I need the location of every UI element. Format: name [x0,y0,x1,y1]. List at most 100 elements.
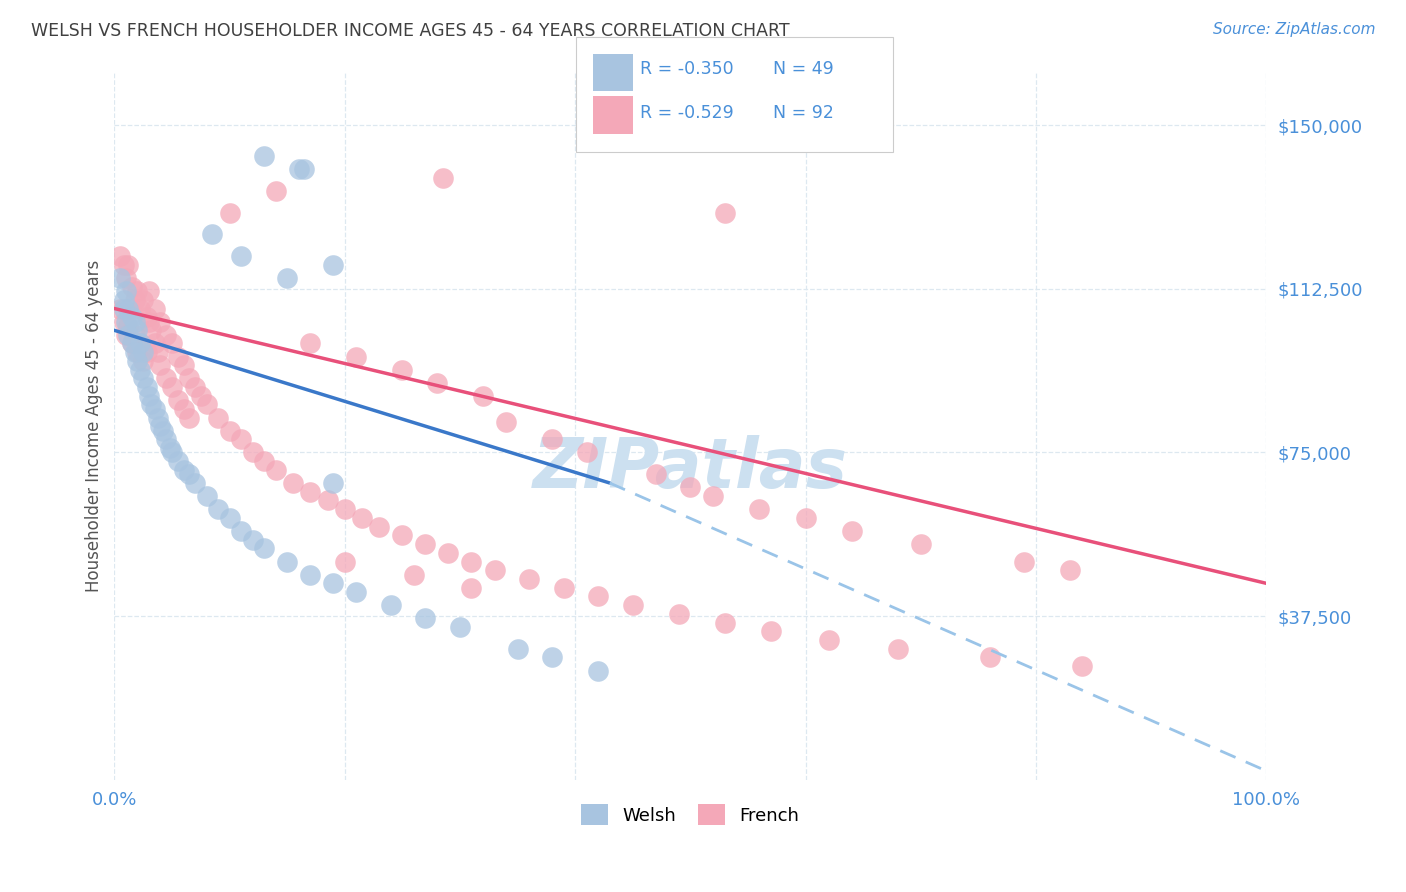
Point [460,555,482,569]
Point [115,315,138,329]
Point [128,362,150,376]
Point [484,563,506,577]
Point [135,345,157,359]
Point [127,323,149,337]
Point [287,161,309,176]
Point [138,389,160,403]
Point [391,528,413,542]
Legend: Welsh, French: Welsh, French [572,796,808,834]
Point [586,664,609,678]
Point [108,249,131,263]
Point [117,301,139,316]
Point [207,502,229,516]
Point [344,585,367,599]
Point [121,336,143,351]
Text: N = 92: N = 92 [773,104,834,122]
Point [166,350,188,364]
Point [132,293,155,307]
Point [141,323,163,337]
Point [495,415,517,429]
Point [117,327,139,342]
Point [333,502,356,516]
Point [449,620,471,634]
Point [159,441,181,455]
Point [586,590,609,604]
Point [173,401,195,416]
Point [155,433,177,447]
Point [1014,555,1036,569]
Point [124,345,146,359]
Point [138,315,160,329]
Point [124,327,146,342]
Point [886,641,908,656]
Point [115,327,138,342]
Point [299,567,322,582]
Point [149,358,172,372]
Point [517,572,540,586]
Text: WELSH VS FRENCH HOUSEHOLDER INCOME AGES 45 - 64 YEARS CORRELATION CHART: WELSH VS FRENCH HOUSEHOLDER INCOME AGES … [31,22,790,40]
Point [124,315,146,329]
Point [759,624,782,639]
Point [141,397,163,411]
Point [333,555,356,569]
Point [253,541,276,556]
Point [668,607,690,621]
Point [426,376,449,390]
Point [714,615,737,630]
Point [402,567,425,582]
Point [121,310,143,325]
Point [117,318,139,333]
Point [195,489,218,503]
Point [184,380,207,394]
Text: R = -0.350: R = -0.350 [640,60,734,78]
Point [218,511,240,525]
Point [575,445,598,459]
Point [415,537,437,551]
Point [322,576,344,591]
Point [437,546,460,560]
Point [229,433,252,447]
Point [179,410,201,425]
Point [195,397,218,411]
Point [841,524,863,538]
Point [702,489,724,503]
Point [322,475,344,490]
Point [644,467,666,482]
Point [276,555,298,569]
Point [152,424,174,438]
Point [264,184,287,198]
Point [179,467,201,482]
Point [132,371,155,385]
Y-axis label: Householder Income Ages 45 - 64 years: Householder Income Ages 45 - 64 years [86,260,103,592]
Point [281,475,304,490]
Point [166,454,188,468]
Point [149,419,172,434]
Point [148,410,170,425]
Point [294,161,316,176]
Point [541,650,564,665]
Point [506,641,529,656]
Point [112,301,135,316]
Point [276,271,298,285]
Point [748,502,770,516]
Point [229,249,252,263]
Point [979,650,1001,665]
Point [132,354,155,368]
Point [817,633,839,648]
Point [117,258,139,272]
Point [135,310,157,325]
Point [115,271,138,285]
Point [108,301,131,316]
Point [128,336,150,351]
Point [112,293,135,307]
Point [299,336,322,351]
Point [124,293,146,307]
Point [679,480,702,494]
Point [128,301,150,316]
Point [1059,563,1081,577]
Point [143,336,166,351]
Point [391,362,413,376]
Point [155,371,177,385]
Point [316,493,339,508]
Point [121,279,143,293]
